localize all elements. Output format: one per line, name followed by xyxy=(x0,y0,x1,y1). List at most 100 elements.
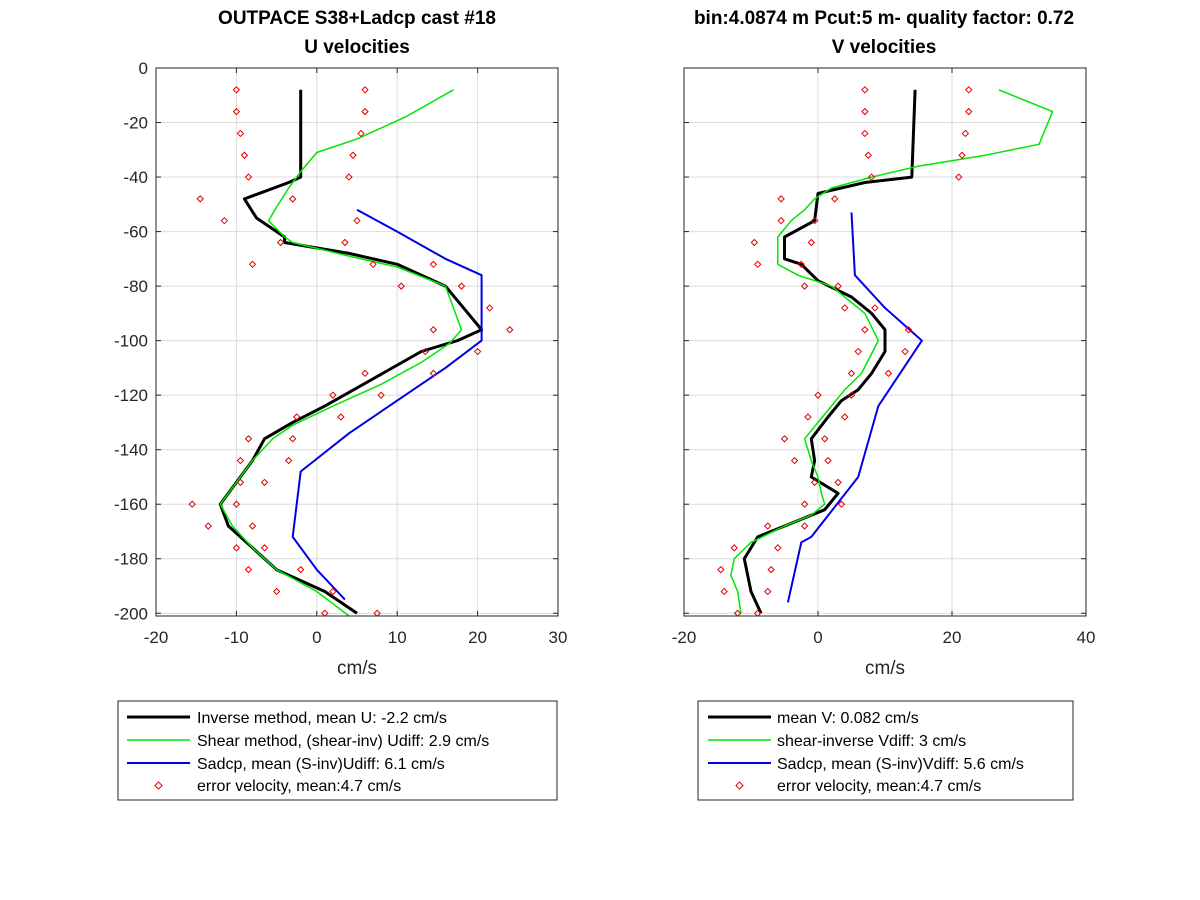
u-x-tick-label: -10 xyxy=(224,628,249,647)
u-error-point xyxy=(244,565,253,574)
v-x-tick-label: -20 xyxy=(672,628,697,647)
u-error-point xyxy=(457,282,466,290)
u-error-point xyxy=(204,522,212,530)
u-y-tick-label: -160 xyxy=(114,495,148,514)
u-error-point xyxy=(345,173,353,181)
v-legend: mean V: 0.082 cm/s shear-inverse Vdiff: … xyxy=(697,700,1074,801)
v-error-point xyxy=(800,522,809,530)
left-title-line2: U velocities xyxy=(304,37,410,58)
v-error-point xyxy=(861,326,869,334)
u-y-tick-label: -120 xyxy=(114,386,148,405)
u-error-point xyxy=(232,544,241,552)
v-x-tick-label: 40 xyxy=(1077,628,1096,647)
u-legend: Inverse method, mean U: -2.2 cm/s Shear … xyxy=(117,700,558,801)
u-y-tick-label: -200 xyxy=(114,604,148,623)
u-error-point xyxy=(361,86,369,94)
v-error-point xyxy=(871,304,879,312)
v-error-point xyxy=(804,413,812,421)
v-error-point xyxy=(820,435,829,443)
u-y-tick-label: -140 xyxy=(114,441,148,460)
u-error-point xyxy=(321,609,329,616)
u-error-point xyxy=(244,435,253,443)
v-error-point xyxy=(780,435,789,443)
v-error-point xyxy=(867,173,876,181)
v-error-point xyxy=(777,216,785,225)
legend-shear-label: Shear method, (shear-inv) Udiff: 2.9 cm/… xyxy=(197,733,489,750)
legend-error-v-marker xyxy=(735,781,744,790)
u-error-point xyxy=(236,456,245,465)
u-error-point xyxy=(421,347,430,356)
u-sadcp-series-line xyxy=(291,208,483,601)
u-error-point xyxy=(473,347,482,356)
u-y-tick-label: -100 xyxy=(114,332,148,351)
v-error-point xyxy=(864,151,872,159)
u-error-point xyxy=(260,544,269,552)
u-error-point xyxy=(232,107,241,116)
u-data-layer xyxy=(188,86,514,616)
u-legend-box xyxy=(117,700,558,801)
v-error-point xyxy=(904,326,913,334)
u-error-point xyxy=(329,391,337,399)
v-data-layer xyxy=(717,86,1054,616)
u-axes-frame xyxy=(155,67,559,617)
legend-inverse-label: Inverse method, mean U: -2.2 cm/s xyxy=(197,710,447,727)
u-error-point xyxy=(369,260,377,269)
u-error-point xyxy=(429,369,438,378)
u-error-point xyxy=(429,260,438,269)
v-x-tick-label: 20 xyxy=(943,628,962,647)
u-error-point xyxy=(284,456,293,465)
v-error-point xyxy=(800,500,809,508)
u-error-point xyxy=(353,216,361,225)
v-axes-frame xyxy=(683,67,1087,617)
u-error-point xyxy=(232,500,241,508)
v-error-point xyxy=(954,173,963,181)
v-error-point xyxy=(901,347,909,356)
v-error-point xyxy=(861,86,869,94)
right-title-line1: bin:4.0874 m Pcut:5 m- quality factor: 0… xyxy=(694,8,1074,29)
u-error-point xyxy=(188,500,196,508)
u-error-point xyxy=(220,216,229,225)
u-x-tick-label: 10 xyxy=(388,628,407,647)
u-error-point xyxy=(506,326,514,334)
u-error-point xyxy=(373,609,381,616)
u-x-tick-label: -20 xyxy=(144,628,169,647)
u-error-point xyxy=(341,238,349,247)
legend-mean-v-label: mean V: 0.082 cm/s xyxy=(777,710,919,727)
u-plot-area xyxy=(156,68,558,616)
u-y-tick-label: 0 xyxy=(139,59,148,78)
v-error-point xyxy=(733,609,742,616)
u-y-tick-label: -60 xyxy=(123,223,148,242)
v-error-point xyxy=(834,478,842,487)
v-error-point xyxy=(831,195,839,203)
v-error-point xyxy=(764,522,772,530)
u-inverse-series-line xyxy=(218,89,484,615)
v-sadcp-series-line xyxy=(786,212,923,603)
v-error-point xyxy=(810,478,819,487)
right-title-line2: V velocities xyxy=(832,37,937,58)
u-error-point xyxy=(240,151,249,159)
v-error-point xyxy=(854,347,862,356)
v-error-point xyxy=(810,216,819,225)
v-x-tick-label: 0 xyxy=(813,628,822,647)
u-error-point xyxy=(260,478,269,487)
u-error-point xyxy=(248,260,257,269)
v-error-point xyxy=(774,544,782,552)
u-x-tick-label: 30 xyxy=(549,628,568,647)
v-error-point xyxy=(847,369,856,378)
u-error-point xyxy=(276,238,285,247)
v-error-point xyxy=(753,260,762,269)
u-error-point xyxy=(349,151,357,159)
legend-sadcp-label: Sadcp, mean (S-inv)Udiff: 6.1 cm/s xyxy=(197,756,445,773)
u-error-point xyxy=(329,587,337,596)
u-error-point xyxy=(288,195,297,203)
left-title-line1: OUTPACE S38+Ladcp cast #18 xyxy=(218,8,496,29)
v-error-point xyxy=(884,369,893,378)
u-shear-series-line xyxy=(219,89,463,616)
v-velocities-axes: -20 0 20 40 xyxy=(672,67,1096,647)
v-error-point xyxy=(861,129,869,138)
v-error-point xyxy=(777,195,785,203)
v-error-point xyxy=(837,500,846,508)
v-error-point xyxy=(753,609,762,616)
u-error-point xyxy=(272,587,281,596)
v-error-point xyxy=(965,107,973,116)
